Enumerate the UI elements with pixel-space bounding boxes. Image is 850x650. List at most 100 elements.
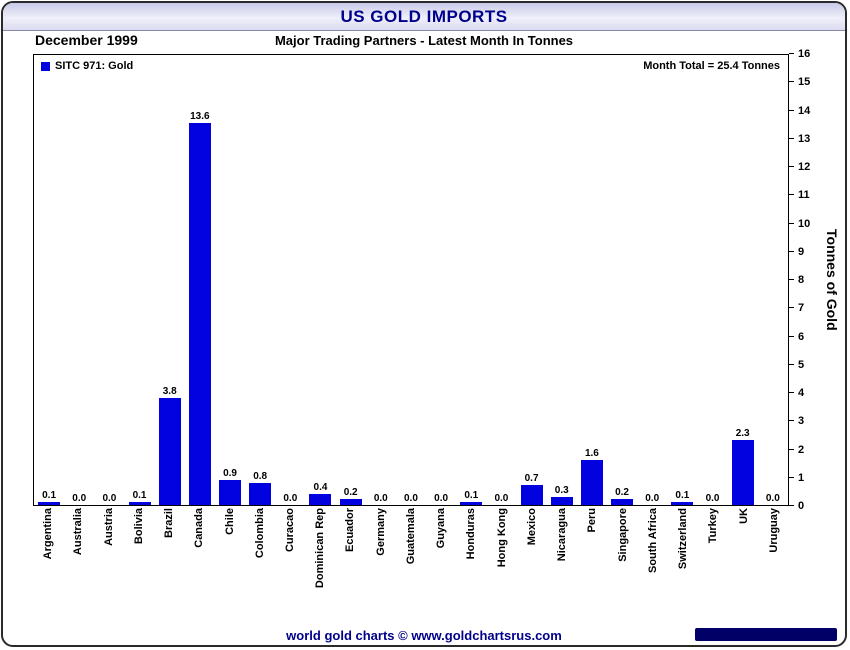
subheader-title: Major Trading Partners - Latest Month In… [274,33,574,48]
bar-slot: 1.6 [577,55,607,505]
x-axis-label: Turkey [707,508,720,544]
x-axis-label: Australia [72,508,85,556]
bar-value-label: 0.2 [343,487,358,499]
bar-value-label: 0.0 [705,493,720,504]
bar-slot: 0.2 [336,55,366,505]
bar-value-label: 0.0 [434,493,449,504]
subheader: December 1999 Major Trading Partners - L… [13,32,835,52]
bar-value-label: 3.8 [162,386,177,398]
bar-slot: 0.0 [396,55,426,505]
y-axis-title-column: Tonnes of Gold [819,54,845,506]
y-axis-tick [789,250,794,252]
x-axis-label-slot: UK [728,508,758,614]
y-axis-tick-label: 11 [798,189,810,202]
x-axis-label: Dominican Rep [314,508,327,589]
plot-area: 0.1 0.0 0.0 0.1 3.8 13.6 0.9 0.8 0.0 0.4 0.2 0.0 0.0… [33,54,789,506]
y-axis-tick-label: 3 [798,415,805,428]
bar-value-label: 0.1 [675,490,690,502]
x-axis-label: UK [737,508,750,524]
bar [158,398,181,505]
y-axis-tick [789,279,794,280]
y-axis-tick-label: 2 [798,443,805,456]
y-axis-tick [789,53,794,54]
bar-value-label: 0.0 [72,493,87,504]
y-axis-tick-label: 0 [798,500,805,512]
y-axis-tick [789,81,794,83]
x-axis-label-slot: Colombia [245,508,275,614]
x-axis-label-slot: Nicaragua [547,508,577,614]
x-axis-label: Nicaragua [556,508,569,562]
x-axis-label-slot: Germany [366,508,396,614]
x-axis-label: Colombia [253,508,266,559]
bar-value-label: 2.3 [735,428,750,440]
x-axis-label: Mexico [525,508,538,546]
x-axis-label-slot: Chile [214,508,244,614]
y-axis-tick [789,109,794,111]
x-axis-label-slot: Canada [184,508,214,614]
bar [219,479,242,505]
y-axis-tick-label: 4 [798,387,805,399]
x-axis-label-slot: Brazil [154,508,184,614]
x-axis-label-slot: Peru [577,508,607,614]
y-axis-tick-label: 7 [798,302,805,315]
legend: SITC 971: Gold [41,60,133,72]
y-axis-tick-label: 6 [798,330,805,343]
bar-value-label: 0.7 [524,473,539,485]
x-axis-label: Curacao [283,508,296,553]
bar-value-label: 0.8 [253,470,268,482]
x-axis-label-slot: Mexico [517,508,547,614]
x-axis-label-slot: Guyana [426,508,456,614]
bar-slot: 0.7 [517,55,547,505]
bar-slot: 0.4 [305,55,335,505]
bars-container: 0.1 0.0 0.0 0.1 3.8 13.6 0.9 0.8 0.0 0.4 0.2 0.0 0.0… [34,55,788,505]
bar-value-label: 0.0 [645,493,660,504]
x-axis-label: Bolivia [132,508,145,545]
x-axis-label: Brazil [163,508,176,538]
subheader-date: December 1999 [35,32,138,48]
footer-credit: world gold charts © www.goldchartsrus.co… [286,628,562,643]
bar-slot: 2.3 [728,55,758,505]
x-axis-label: Honduras [465,508,478,560]
bar-slot: 0.9 [215,55,245,505]
x-axis-label-slot: Bolivia [124,508,154,614]
bar-slot: 0.1 [34,55,64,505]
y-axis-tick-label: 1 [798,471,805,484]
bar [38,502,61,505]
x-axis-label: Guatemala [404,508,417,565]
y-axis-tick [789,222,794,224]
y-axis-tick [789,392,794,393]
header-band: US GOLD IMPORTS [3,3,845,31]
y-axis-tick [789,307,794,309]
y-axis-tick-label: 9 [798,245,805,258]
bar-value-label: 0.0 [283,493,298,504]
y-axis-tick-label: 14 [798,104,811,117]
bar-value-label: 0.0 [404,493,418,504]
bar [128,502,151,505]
bar-value-label: 0.0 [494,493,509,504]
x-axis-label-slot: Singapore [607,508,637,614]
x-axis-label: Uruguay [767,508,780,553]
x-axis-label-slot: Turkey [698,508,728,614]
x-axis-label-slot: Dominican Rep [305,508,335,614]
bar [249,482,272,505]
bar-value-label: 0.1 [132,490,147,502]
x-axis-label: Chile [223,508,236,535]
bar [550,496,573,505]
bar-slot: 13.6 [185,55,215,505]
y-axis-tick-label: 15 [798,76,811,89]
bar-value-label: 1.6 [584,448,599,459]
y-axis-tick-label: 10 [798,217,811,230]
y-axis-tick [789,137,794,139]
bar [580,460,603,505]
x-axis-label: Ecuador [344,508,357,553]
x-axis-label: South Africa [646,508,659,573]
bar-value-label: 0.9 [223,467,237,479]
bar-slot: 0.0 [486,55,516,505]
y-axis-tick [789,448,794,450]
bar-value-label: 0.0 [102,493,117,504]
page-title: US GOLD IMPORTS [340,6,508,26]
x-axis-label: Hong Kong [495,508,508,568]
bar-slot: 0.0 [94,55,124,505]
chart-row: 0.1 0.0 0.0 0.1 3.8 13.6 0.9 0.8 0.0 0.4 0.2 0.0 0.0… [33,48,845,512]
